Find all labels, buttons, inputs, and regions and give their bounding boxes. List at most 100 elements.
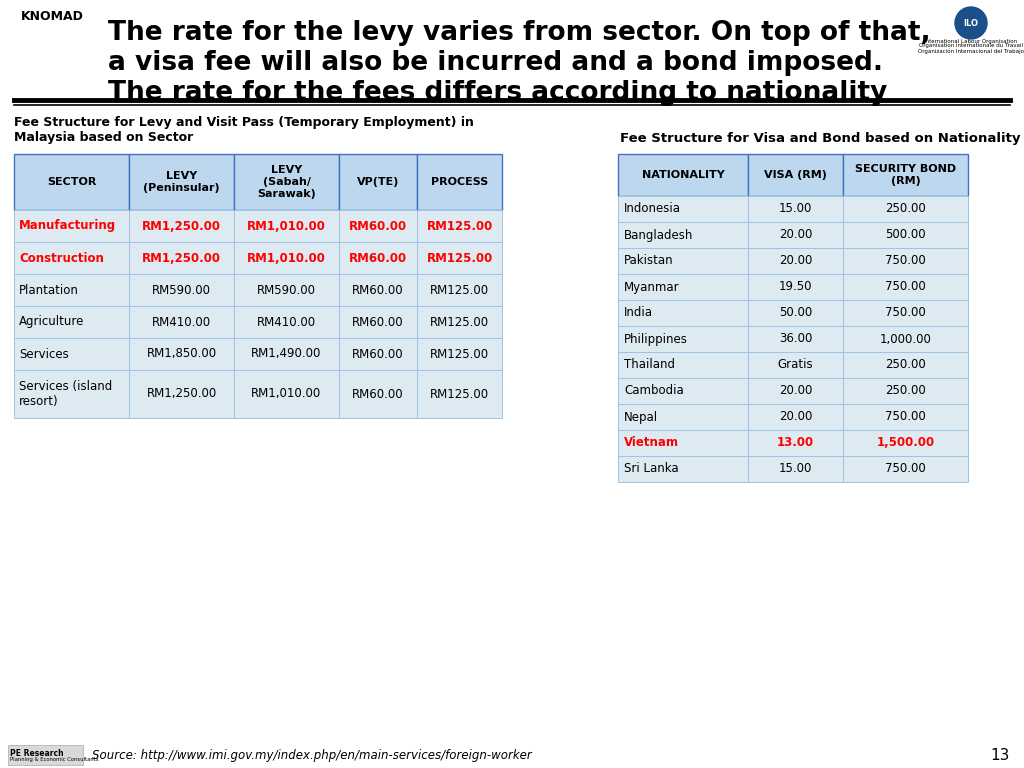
Bar [930, 6, 1012, 58]
Text: RM125.00: RM125.00 [430, 316, 489, 329]
Bar [14, 306, 129, 338]
Bar [618, 456, 748, 482]
Text: Organización Internacional del Trabajo: Organización Internacional del Trabajo [918, 48, 1024, 54]
Bar [14, 242, 129, 274]
Text: Philippines: Philippines [624, 333, 688, 346]
Bar [843, 196, 968, 222]
Bar [129, 274, 234, 306]
Bar [417, 242, 502, 274]
Bar [843, 430, 968, 456]
Text: 20.00: 20.00 [779, 411, 812, 423]
Text: Gratis: Gratis [777, 359, 813, 372]
Text: 250.00: 250.00 [885, 203, 926, 216]
Text: Fee Structure for Visa and Bond based on Nationality: Fee Structure for Visa and Bond based on… [620, 132, 1021, 145]
Text: 50.00: 50.00 [779, 306, 812, 319]
Text: RM590.00: RM590.00 [257, 283, 316, 296]
Text: RM1,250.00: RM1,250.00 [146, 388, 217, 400]
Bar [14, 274, 129, 306]
Text: 750.00: 750.00 [885, 280, 926, 293]
Text: SECURITY BOND
(RM): SECURITY BOND (RM) [855, 164, 956, 186]
Text: RM60.00: RM60.00 [349, 251, 408, 264]
Bar [339, 370, 417, 418]
Text: RM60.00: RM60.00 [352, 316, 403, 329]
Text: ILO: ILO [964, 18, 979, 28]
Bar [417, 154, 502, 210]
Text: Nepal: Nepal [624, 411, 658, 423]
Text: Pakistan: Pakistan [624, 254, 674, 267]
Bar [843, 222, 968, 248]
Text: 20.00: 20.00 [779, 229, 812, 241]
Text: 20.00: 20.00 [779, 385, 812, 398]
Bar [417, 370, 502, 418]
Text: VP(TE): VP(TE) [356, 177, 399, 187]
Text: 36.00: 36.00 [779, 333, 812, 346]
Bar [748, 326, 843, 352]
Text: International Labour Organisation: International Labour Organisation [925, 38, 1018, 44]
Text: LEVY
(Sabah/
Sarawak): LEVY (Sabah/ Sarawak) [257, 165, 315, 199]
Text: Plantation: Plantation [19, 283, 79, 296]
Bar [129, 154, 234, 210]
Text: RM410.00: RM410.00 [257, 316, 316, 329]
Text: PROCESS: PROCESS [431, 177, 488, 187]
Bar [748, 274, 843, 300]
Bar [843, 154, 968, 196]
Bar [843, 456, 968, 482]
Text: VISA (RM): VISA (RM) [764, 170, 827, 180]
Bar [234, 306, 339, 338]
Text: RM410.00: RM410.00 [152, 316, 211, 329]
Text: RM60.00: RM60.00 [349, 220, 408, 233]
Bar [339, 154, 417, 210]
Text: Organisation internationale du Travail: Organisation internationale du Travail [919, 44, 1023, 48]
Bar [129, 370, 234, 418]
Text: 750.00: 750.00 [885, 254, 926, 267]
Text: 15.00: 15.00 [779, 462, 812, 475]
Text: The rate for the fees differs according to nationality: The rate for the fees differs according … [108, 80, 888, 106]
Bar [129, 338, 234, 370]
Bar [8, 6, 93, 26]
Bar [748, 248, 843, 274]
Bar [843, 248, 968, 274]
Text: 15.00: 15.00 [779, 203, 812, 216]
Text: RM60.00: RM60.00 [352, 388, 403, 400]
Text: RM125.00: RM125.00 [426, 251, 493, 264]
Text: 1,500.00: 1,500.00 [877, 436, 935, 449]
Bar [339, 274, 417, 306]
Text: Myanmar: Myanmar [624, 280, 680, 293]
Bar [129, 242, 234, 274]
Bar [748, 196, 843, 222]
Bar [417, 274, 502, 306]
Bar [14, 370, 129, 418]
Text: 20.00: 20.00 [779, 254, 812, 267]
Bar [748, 430, 843, 456]
Text: RM125.00: RM125.00 [430, 388, 489, 400]
Text: Cambodia: Cambodia [624, 385, 684, 398]
Text: PE Research: PE Research [10, 749, 63, 757]
Bar [843, 326, 968, 352]
Text: Indonesia: Indonesia [624, 203, 681, 216]
Text: a visa fee will also be incurred and a bond imposed.: a visa fee will also be incurred and a b… [108, 50, 883, 76]
Circle shape [955, 7, 987, 39]
Bar [618, 404, 748, 430]
Bar [618, 352, 748, 378]
Bar [234, 370, 339, 418]
Text: India: India [624, 306, 653, 319]
Bar [129, 306, 234, 338]
Bar [339, 242, 417, 274]
Bar [843, 274, 968, 300]
Text: Agriculture: Agriculture [19, 316, 84, 329]
Text: Construction: Construction [19, 251, 103, 264]
Text: 500.00: 500.00 [885, 229, 926, 241]
Text: 13.00: 13.00 [777, 436, 814, 449]
Text: Planning & Economic Consultants: Planning & Economic Consultants [10, 757, 98, 763]
Bar [618, 248, 748, 274]
Bar [234, 210, 339, 242]
Text: 19.50: 19.50 [778, 280, 812, 293]
Text: RM60.00: RM60.00 [352, 347, 403, 360]
Text: RM1,010.00: RM1,010.00 [247, 251, 326, 264]
Bar [618, 274, 748, 300]
Text: Services: Services [19, 347, 69, 360]
Text: 250.00: 250.00 [885, 385, 926, 398]
Bar [234, 338, 339, 370]
Text: The rate for the levy varies from sector. On top of that,: The rate for the levy varies from sector… [108, 20, 931, 46]
Bar [618, 196, 748, 222]
